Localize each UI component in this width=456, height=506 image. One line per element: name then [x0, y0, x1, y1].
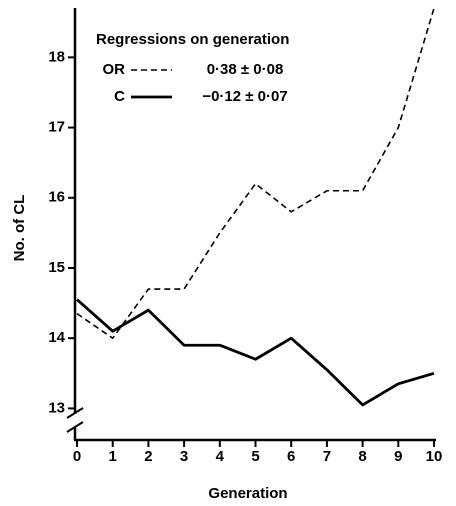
x-tick-label: 6: [287, 448, 295, 465]
x-tick-label: 4: [216, 448, 225, 465]
x-tick-label: 8: [358, 448, 366, 465]
y-tick-label: 15: [48, 259, 65, 276]
x-axis-label: Generation: [208, 485, 287, 502]
y-tick-label: 13: [48, 399, 65, 416]
x-tick-label: 0: [73, 448, 81, 465]
legend-label: C: [114, 88, 125, 105]
legend-regression: −0·12 ± 0·07: [202, 88, 287, 105]
axis-break: [66, 407, 84, 419]
y-tick-label: 17: [48, 119, 65, 136]
y-tick-label: 18: [48, 48, 65, 65]
x-tick-label: 1: [109, 448, 117, 465]
axis-break: [66, 421, 84, 433]
x-tick-label: 9: [394, 448, 402, 465]
y-axis-label: No. of CL: [11, 195, 28, 262]
x-tick-label: 2: [144, 448, 152, 465]
y-tick-label: 14: [48, 329, 65, 346]
x-tick-label: 7: [323, 448, 331, 465]
legend-label: OR: [103, 61, 126, 78]
legend-regression: 0·38 ± 0·08: [207, 61, 284, 78]
x-tick-label: 10: [426, 448, 443, 465]
series-line: [76, 7, 435, 339]
legend-title: Regressions on generation: [96, 31, 289, 48]
x-tick-label: 3: [180, 448, 188, 465]
x-tick-label: 5: [251, 448, 259, 465]
y-tick-label: 16: [48, 189, 65, 206]
series-line: [76, 298, 435, 407]
